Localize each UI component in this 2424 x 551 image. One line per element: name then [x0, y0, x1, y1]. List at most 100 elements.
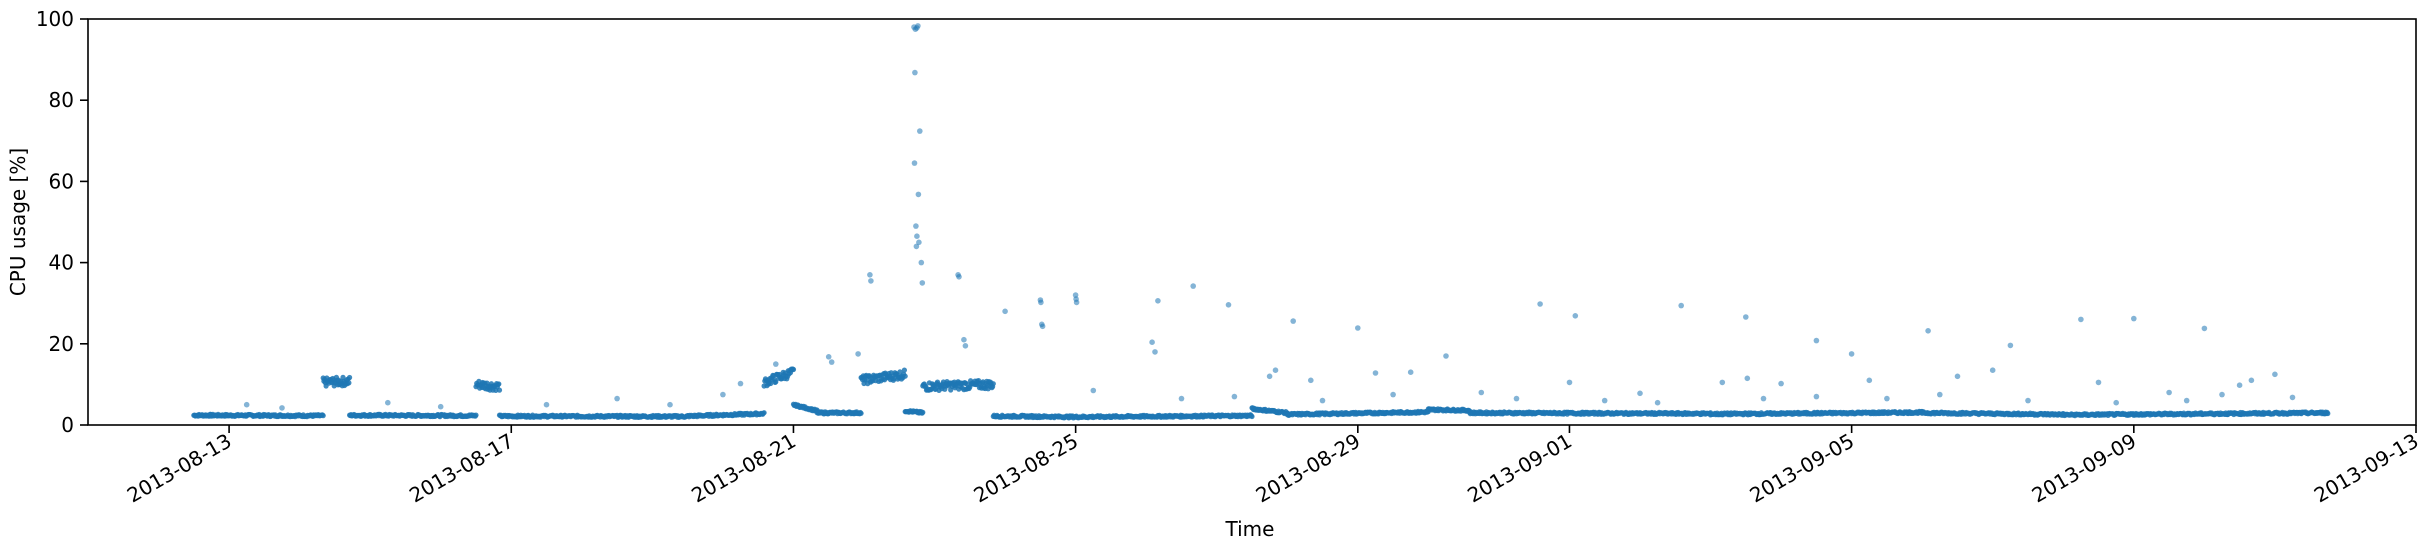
- data-point: [773, 379, 779, 385]
- y-tick-label: 60: [49, 169, 74, 193]
- scatter-points: [191, 23, 2331, 421]
- data-point: [1601, 397, 1608, 404]
- data-point: [920, 409, 926, 415]
- data-point: [914, 233, 920, 239]
- data-point: [825, 354, 832, 360]
- y-tick-label: 0: [61, 413, 74, 437]
- data-point: [614, 395, 620, 402]
- data-point: [828, 359, 835, 365]
- data-point: [913, 223, 919, 229]
- data-point: [2131, 315, 2137, 322]
- data-point: [919, 280, 926, 286]
- y-axis-ticks: 0 20 40 60 80 100: [36, 7, 88, 437]
- data-point: [385, 399, 391, 406]
- data-point: [2201, 325, 2208, 332]
- data-point: [855, 351, 861, 357]
- data-point: [279, 405, 285, 411]
- data-point: [1813, 393, 1820, 400]
- data-point: [901, 367, 908, 373]
- data-point: [915, 191, 922, 198]
- data-point: [867, 272, 873, 278]
- data-point: [473, 412, 479, 418]
- data-point: [1231, 393, 1238, 400]
- data-point: [1654, 399, 1661, 406]
- data-point: [962, 343, 969, 349]
- data-point: [2325, 410, 2331, 417]
- data-point: [1989, 367, 1996, 374]
- data-point: [868, 278, 874, 284]
- data-point: [1155, 298, 1161, 304]
- data-point: [1407, 369, 1414, 376]
- data-point: [320, 413, 326, 419]
- data-point: [1266, 373, 1273, 380]
- data-point: [340, 374, 346, 380]
- data-point: [1760, 395, 1767, 402]
- data-point: [1719, 379, 1726, 386]
- data-point: [1308, 377, 1314, 384]
- data-point: [790, 366, 797, 373]
- data-point: [1778, 380, 1784, 387]
- data-point: [1925, 328, 1931, 334]
- data-point: [1513, 395, 1520, 402]
- data-point: [1149, 339, 1155, 346]
- data-point: [912, 69, 918, 76]
- data-point: [346, 380, 352, 386]
- data-point: [1249, 413, 1255, 420]
- data-point: [1372, 370, 1379, 376]
- data-point: [2236, 382, 2243, 389]
- data-point: [1038, 299, 1044, 306]
- data-point: [1678, 302, 1684, 309]
- data-point: [2289, 394, 2296, 401]
- data-point: [347, 374, 353, 381]
- data-point: [2025, 397, 2031, 404]
- data-point: [1002, 308, 1008, 315]
- y-tick-label: 20: [49, 332, 74, 356]
- data-point: [917, 128, 923, 134]
- data-point: [1190, 283, 1196, 289]
- data-point: [1537, 301, 1543, 307]
- data-point: [2113, 399, 2119, 406]
- data-point: [2183, 397, 2190, 404]
- data-point: [1152, 349, 1158, 355]
- data-point: [1848, 351, 1855, 357]
- data-point: [911, 160, 918, 166]
- data-point: [243, 401, 250, 408]
- data-point: [1039, 323, 1046, 330]
- data-point: [737, 380, 744, 387]
- y-tick-label: 80: [49, 88, 74, 112]
- data-point: [1813, 337, 1820, 344]
- data-point: [496, 381, 502, 387]
- data-point: [1954, 373, 1961, 380]
- data-point: [956, 274, 962, 280]
- data-point: [2219, 391, 2225, 398]
- data-point: [1744, 375, 1751, 382]
- y-tick-label: 40: [49, 251, 74, 275]
- data-point: [2248, 377, 2255, 384]
- data-point: [918, 259, 925, 266]
- data-point: [961, 336, 967, 343]
- data-point: [2166, 389, 2172, 396]
- plot-area-frame: [87, 18, 2417, 426]
- x-axis-label: Time: [1225, 517, 1275, 541]
- data-point: [720, 391, 726, 398]
- data-point: [1566, 379, 1573, 386]
- data-point: [1178, 395, 1185, 402]
- data-point: [1478, 389, 1485, 396]
- data-point: [496, 387, 503, 393]
- data-point: [543, 401, 550, 408]
- data-point: [1937, 391, 1943, 398]
- data-point: [437, 403, 444, 410]
- y-tick-label: 100: [36, 7, 74, 31]
- data-point: [913, 243, 920, 250]
- data-point: [902, 373, 908, 379]
- data-point: [915, 23, 921, 29]
- data-point: [1866, 377, 1873, 384]
- data-point: [1225, 302, 1232, 308]
- data-point: [1884, 395, 1890, 402]
- data-point: [2078, 316, 2084, 323]
- data-point: [1443, 353, 1449, 359]
- data-point: [1743, 314, 1749, 320]
- data-point: [2272, 371, 2278, 378]
